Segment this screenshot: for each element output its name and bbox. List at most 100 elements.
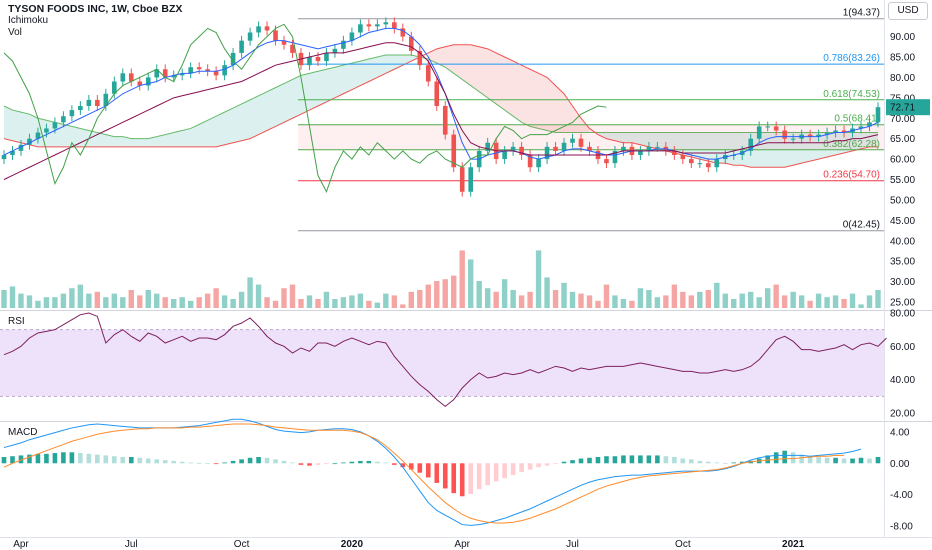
macd-histogram-bar	[451, 463, 457, 494]
macd-histogram-bar	[595, 457, 601, 464]
candle-body	[587, 146, 592, 151]
volume-bar	[26, 295, 33, 308]
time-axis-tick: Jul	[566, 539, 579, 550]
volume-bar	[230, 299, 236, 308]
macd-histogram-bar	[341, 462, 346, 464]
volume-bar	[162, 297, 168, 308]
volume-bar	[578, 293, 584, 308]
macd-histogram-bar	[680, 458, 686, 464]
macd-histogram-bar	[476, 463, 482, 490]
volume-bar	[1, 290, 7, 308]
macd-histogram-bar	[358, 460, 363, 464]
macd-histogram-bar	[171, 460, 177, 464]
volume-bar	[332, 299, 338, 308]
macd-histogram-bar	[324, 463, 329, 465]
cloud-bearish	[428, 44, 590, 133]
candle-body	[527, 155, 533, 168]
macd-histogram-bar	[697, 460, 703, 464]
price-axis-tick: 85.00	[890, 53, 915, 64]
volume-bar	[306, 295, 313, 308]
macd-line	[3, 418, 862, 526]
candle-body	[807, 134, 813, 137]
macd-histogram-bar	[655, 455, 660, 464]
candle-body	[536, 159, 541, 168]
volume-bar	[603, 284, 610, 308]
volume-bar	[145, 290, 151, 308]
macd-histogram-bar	[307, 463, 312, 466]
candle-body	[392, 22, 397, 29]
macd-histogram-bar	[392, 463, 397, 465]
macd-histogram-bar	[145, 458, 151, 464]
candle-body	[621, 146, 626, 151]
volume-bar	[213, 288, 219, 308]
candle-body	[247, 32, 253, 41]
time-axis-tick: 2020	[341, 539, 364, 550]
price-axis-tick: 80.00	[890, 73, 915, 84]
volume-bar	[442, 279, 448, 308]
volume-bar	[527, 291, 533, 308]
macd-histogram-bar	[663, 456, 669, 464]
volume-bar	[688, 295, 695, 308]
volume-bar	[128, 290, 134, 308]
volume-bar	[417, 290, 423, 308]
senkou-span-a	[3, 54, 878, 140]
volume-bar	[35, 300, 41, 308]
volume-bar	[451, 275, 457, 308]
price-axis-tick: 75.00	[890, 93, 915, 104]
ichimoku-label[interactable]: Ichimoku	[8, 15, 49, 26]
candle-body	[816, 134, 821, 137]
price-axis-tick: 60.00	[890, 155, 915, 166]
fib-zone-fill	[298, 124, 884, 150]
macd-histogram-bar	[281, 460, 287, 464]
candle-body	[748, 138, 754, 151]
macd-histogram-bar	[213, 463, 219, 465]
macd-histogram-bar	[256, 457, 261, 464]
candle-body	[264, 26, 270, 31]
candle-body	[765, 126, 770, 128]
volume-bar	[858, 304, 864, 308]
macd-histogram-bar	[290, 462, 295, 464]
candle-body	[570, 138, 575, 143]
candle-body	[468, 167, 473, 192]
volume-bar	[748, 291, 754, 308]
macd-pane-label[interactable]: MACD	[8, 427, 38, 438]
candle-body	[324, 52, 329, 62]
cloud-bullish	[4, 54, 420, 147]
macd-histogram-bar	[553, 463, 558, 465]
volume-bar	[569, 291, 576, 308]
candle-body	[409, 36, 414, 51]
candle-body	[638, 150, 643, 155]
macd-histogram-bar	[833, 457, 838, 464]
macd-histogram-bar	[773, 452, 779, 464]
volume-label[interactable]: Vol	[8, 27, 22, 38]
volume-bar	[425, 284, 431, 308]
macd-histogram-bar	[442, 463, 448, 489]
candle-body	[553, 146, 558, 151]
candle-body	[604, 159, 609, 164]
candle-body	[349, 32, 355, 41]
candle-body	[332, 48, 338, 53]
macd-histogram-bar	[137, 457, 143, 464]
candle-body	[179, 73, 185, 76]
macd-histogram-bar	[570, 460, 575, 464]
macd-histogram-bar	[86, 453, 92, 464]
volume-bar	[866, 295, 873, 308]
macd-histogram-bar	[672, 457, 677, 464]
rsi-axis-tick: 40.00	[890, 375, 915, 386]
rsi-pane-label[interactable]: RSI	[8, 316, 25, 327]
candle-body	[61, 116, 66, 123]
macd-histogram-bar	[239, 459, 244, 464]
volume-bar	[366, 300, 372, 308]
candle-body	[162, 69, 168, 78]
macd-histogram-bar	[1, 457, 7, 464]
volume-bar	[18, 293, 24, 308]
candle-body	[434, 81, 440, 106]
macd-histogram-bar	[739, 461, 745, 464]
macd-histogram-bar	[468, 463, 473, 494]
currency-button[interactable]: USD	[888, 2, 928, 20]
candle-body	[442, 106, 448, 135]
macd-histogram-bar	[95, 454, 100, 464]
macd-axis-tick: -4.00	[890, 490, 913, 501]
volume-bar	[671, 284, 678, 308]
